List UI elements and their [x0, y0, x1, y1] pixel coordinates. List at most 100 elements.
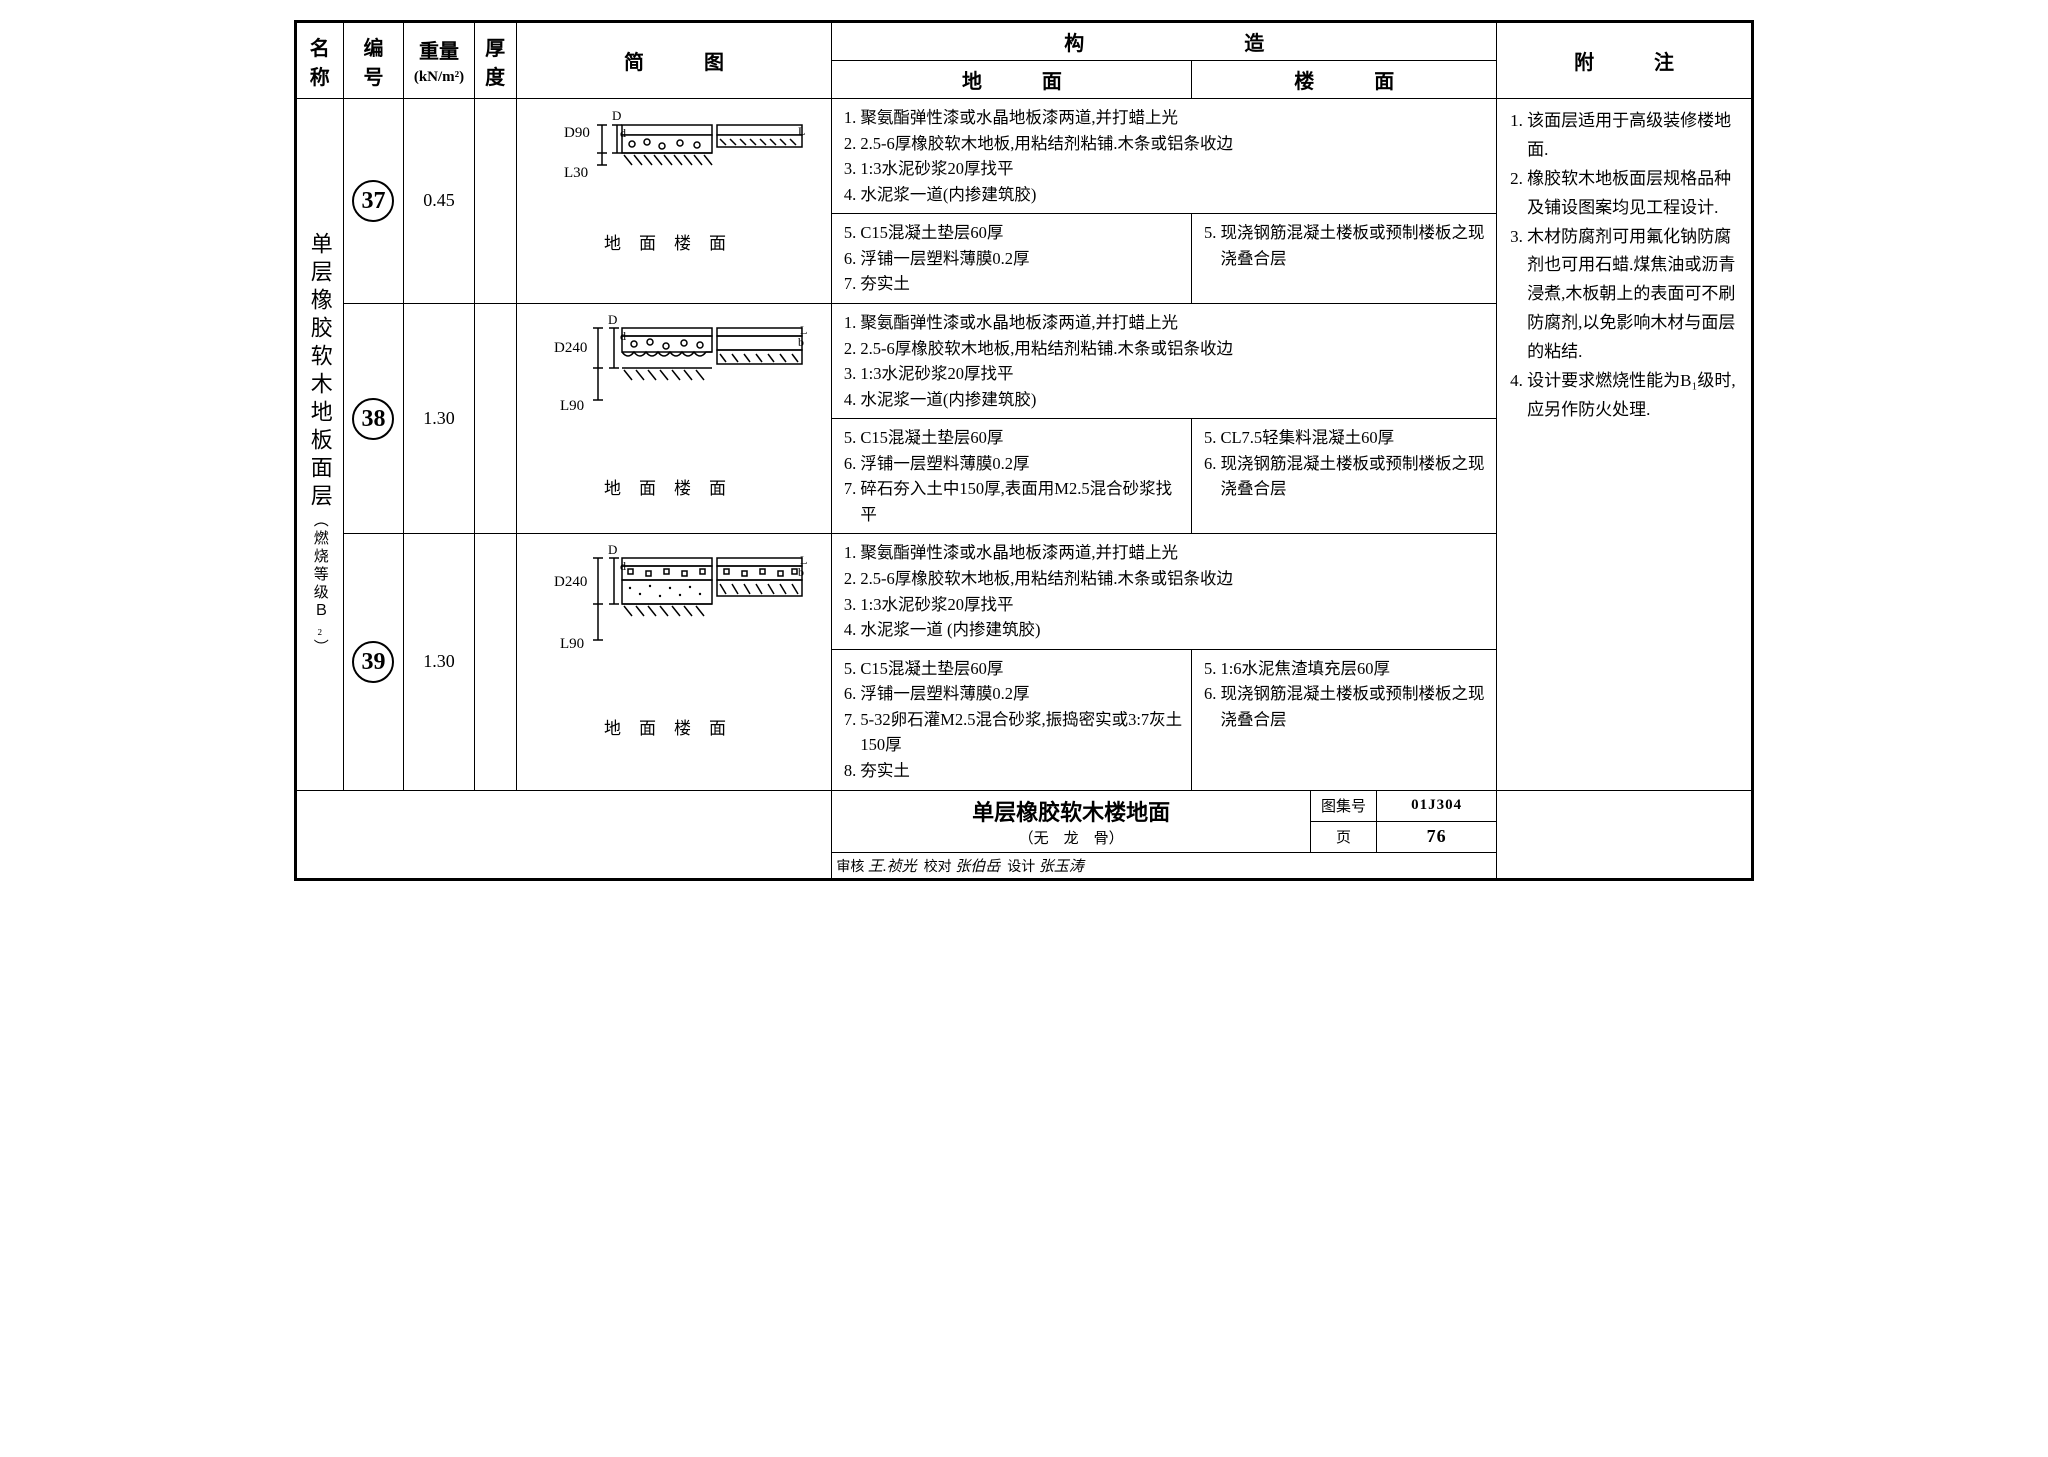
list-item: 该面层适用于高级装修楼地面.	[1527, 107, 1743, 165]
diagram-39-svg: D240 L90 D d b L	[542, 540, 807, 710]
list-item: 现浇钢筋混凝土楼板或预制楼板之现浇叠合层	[1220, 220, 1490, 271]
list-item: 浮铺一层塑料薄膜0.2厚	[860, 246, 1185, 272]
gz-38-left: C15混凝土垫层60厚浮铺一层塑料薄膜0.2厚碎石夯入土中150厚,表面用M2.…	[832, 419, 1192, 534]
gz-37-right-list: 现浇钢筋混凝土楼板或预制楼板之现浇叠合层	[1202, 220, 1490, 271]
list-item: 聚氨酯弹性漆或水晶地板漆两道,并打蜡上光	[860, 310, 1490, 336]
gz-38-top: 聚氨酯弹性漆或水晶地板漆两道,并打蜡上光2.5-6厚橡胶软木地板,用粘结剂粘铺.…	[832, 303, 1497, 418]
gz-39-left: C15混凝土垫层60厚浮铺一层塑料薄膜0.2厚5-32卵石灌M2.5混合砂浆,振…	[832, 649, 1192, 790]
list-item: 聚氨酯弹性漆或水晶地板漆两道,并打蜡上光	[860, 540, 1490, 566]
footer-subtitle: （无 龙 骨）	[838, 827, 1303, 848]
list-item: 2.5-6厚橡胶软木地板,用粘结剂粘铺.木条或铝条收边	[860, 566, 1490, 592]
diagram-38: D240 L90 D d b L 地面楼面	[516, 303, 832, 534]
page-frame: 名 称 编 号 重量(kN/m²) 厚 度 简 图 构 造 附 注 地 面 楼 …	[294, 20, 1754, 881]
list-item: C15混凝土垫层60厚	[860, 220, 1185, 246]
list-item: 橡胶软木地板面层规格品种及铺设图案均见工程设计.	[1527, 165, 1743, 223]
dim-l30: L30	[564, 165, 588, 181]
svg-text:d: d	[620, 329, 626, 343]
gz-37-top: 聚氨酯弹性漆或水晶地板漆两道,并打蜡上光2.5-6厚橡胶软木地板,用粘结剂粘铺.…	[832, 99, 1497, 214]
svg-text:b: b	[798, 565, 804, 579]
gz-37-top-list: 聚氨酯弹性漆或水晶地板漆两道,并打蜡上光2.5-6厚橡胶软木地板,用粘结剂粘铺.…	[842, 105, 1490, 207]
list-item: 木材防腐剂可用氟化钠防腐剂也可用石蜡.煤焦油或沥青浸煮,木板朝上的表面可不刷防腐…	[1527, 223, 1743, 367]
footer-row: 单层橡胶软木楼地面 （无 龙 骨） 图集号 01J304 页 76	[297, 790, 1752, 852]
list-item: 聚氨酯弹性漆或水晶地板漆两道,并打蜡上光	[860, 105, 1490, 131]
list-item: C15混凝土垫层60厚	[860, 656, 1185, 682]
thick-39	[474, 534, 516, 790]
svg-text:b: b	[798, 335, 804, 349]
page-no: 76	[1377, 821, 1496, 852]
svg-text:L: L	[800, 323, 807, 337]
gz-37-left-list: C15混凝土垫层60厚浮铺一层塑料薄膜0.2厚夯实土	[842, 220, 1185, 297]
footer-blank	[297, 790, 832, 878]
list-item: 夯实土	[860, 758, 1185, 784]
list-item: 现浇钢筋混凝土楼板或预制楼板之现浇叠合层	[1220, 681, 1490, 732]
hdr-weight: 重量(kN/m²)	[404, 23, 474, 99]
weight-39: 1.30	[404, 534, 474, 790]
list-item: 水泥浆一道 (内掺建筑胶)	[860, 617, 1490, 643]
hdr-diagram: 简 图	[516, 23, 832, 99]
list-item: C15混凝土垫层60厚	[860, 425, 1185, 451]
footer-title-block: 单层橡胶软木楼地面 （无 龙 骨） 图集号 01J304 页 76	[832, 790, 1497, 852]
code-38: 38	[343, 303, 404, 534]
diagram-37-svg: D90 L30 D d L	[542, 105, 807, 225]
list-item: CL7.5轻集料混凝土60厚	[1220, 425, 1490, 451]
hdr-thick: 厚 度	[474, 23, 516, 99]
page-label: 页	[1310, 821, 1376, 852]
thick-38	[474, 303, 516, 534]
list-item: 水泥浆一道(内掺建筑胶)	[860, 387, 1490, 413]
footer-title: 单层橡胶软木楼地面	[838, 795, 1303, 827]
weight-37: 0.45	[404, 99, 474, 304]
footer-right-blank	[1497, 790, 1752, 878]
list-item: 1:3水泥砂浆20厚找平	[860, 592, 1490, 618]
header-row-1: 名 称 编 号 重量(kN/m²) 厚 度 简 图 构 造 附 注	[297, 23, 1752, 61]
hdr-ground: 地 面	[832, 61, 1192, 99]
list-item: 5-32卵石灌M2.5混合砂浆,振捣密实或3:7灰土150厚	[860, 707, 1185, 758]
list-item: 浮铺一层塑料薄膜0.2厚	[860, 451, 1185, 477]
list-item: 设计要求燃烧性能为B₁级时,应另作防火处理.	[1527, 367, 1743, 425]
hdr-code: 编 号	[343, 23, 404, 99]
svg-text:L90: L90	[560, 398, 584, 414]
notes-cell: 该面层适用于高级装修楼地面.橡胶软木地板面层规格品种及铺设图案均见工程设计.木材…	[1497, 99, 1752, 791]
set-code: 01J304	[1377, 791, 1496, 822]
svg-text:D: D	[612, 108, 621, 123]
hdr-gouzao: 构 造	[832, 23, 1497, 61]
set-label: 图集号	[1310, 791, 1376, 822]
hdr-note: 附 注	[1497, 23, 1752, 99]
dim-d90: D90	[564, 125, 590, 141]
diagram-39: D240 L90 D d b L 地面楼面	[516, 534, 832, 790]
list-item: 浮铺一层塑料薄膜0.2厚	[860, 681, 1185, 707]
svg-text:d: d	[620, 126, 626, 140]
hdr-floor: 楼 面	[1192, 61, 1497, 99]
gz-39-right: 1:6水泥焦渣填充层60厚现浇钢筋混凝土楼板或预制楼板之现浇叠合层	[1192, 649, 1497, 790]
row-37-top: 单层橡胶软木地板面层（燃烧等级Ｂ₂） 37 0.45	[297, 99, 1752, 214]
diagram-37: D90 L30 D d L 地面楼面	[516, 99, 832, 304]
list-item: 夯实土	[860, 271, 1185, 297]
svg-text:D240: D240	[554, 340, 587, 356]
signatures: 审核 王.祯光 校对 张伯岳 设计 张玉涛	[832, 852, 1497, 878]
weight-38: 1.30	[404, 303, 474, 534]
list-item: 2.5-6厚橡胶软木地板,用粘结剂粘铺.木条或铝条收边	[860, 131, 1490, 157]
svg-text:D: D	[608, 542, 617, 557]
svg-text:D240: D240	[554, 574, 587, 590]
list-item: 现浇钢筋混凝土楼板或预制楼板之现浇叠合层	[1220, 451, 1490, 502]
code-39: 39	[343, 534, 404, 790]
list-item: 2.5-6厚橡胶软木地板,用粘结剂粘铺.木条或铝条收边	[860, 336, 1490, 362]
gz-39-top: 聚氨酯弹性漆或水晶地板漆两道,并打蜡上光2.5-6厚橡胶软木地板,用粘结剂粘铺.…	[832, 534, 1497, 649]
gz-38-right: CL7.5轻集料混凝土60厚现浇钢筋混凝土楼板或预制楼板之现浇叠合层	[1192, 419, 1497, 534]
thick-37	[474, 99, 516, 304]
list-item: 碎石夯入土中150厚,表面用M2.5混合砂浆找平	[860, 476, 1185, 527]
gz-37-right: 现浇钢筋混凝土楼板或预制楼板之现浇叠合层	[1192, 214, 1497, 304]
notes-list: 该面层适用于高级装修楼地面.橡胶软木地板面层规格品种及铺设图案均见工程设计.木材…	[1505, 107, 1743, 425]
main-table: 名 称 编 号 重量(kN/m²) 厚 度 简 图 构 造 附 注 地 面 楼 …	[296, 22, 1752, 879]
svg-text:L: L	[800, 553, 807, 567]
svg-text:L: L	[798, 124, 805, 138]
gz-37-left: C15混凝土垫层60厚浮铺一层塑料薄膜0.2厚夯实土	[832, 214, 1192, 304]
svg-text:d: d	[620, 559, 626, 573]
list-item: 1:3水泥砂浆20厚找平	[860, 361, 1490, 387]
diagram-38-svg: D240 L90 D d b L	[542, 310, 807, 470]
list-item: 1:3水泥砂浆20厚找平	[860, 156, 1490, 182]
hdr-name: 名 称	[297, 23, 344, 99]
list-item: 1:6水泥焦渣填充层60厚	[1220, 656, 1490, 682]
svg-text:L90: L90	[560, 636, 584, 652]
code-37: 37	[343, 99, 404, 304]
svg-text:D: D	[608, 312, 617, 327]
